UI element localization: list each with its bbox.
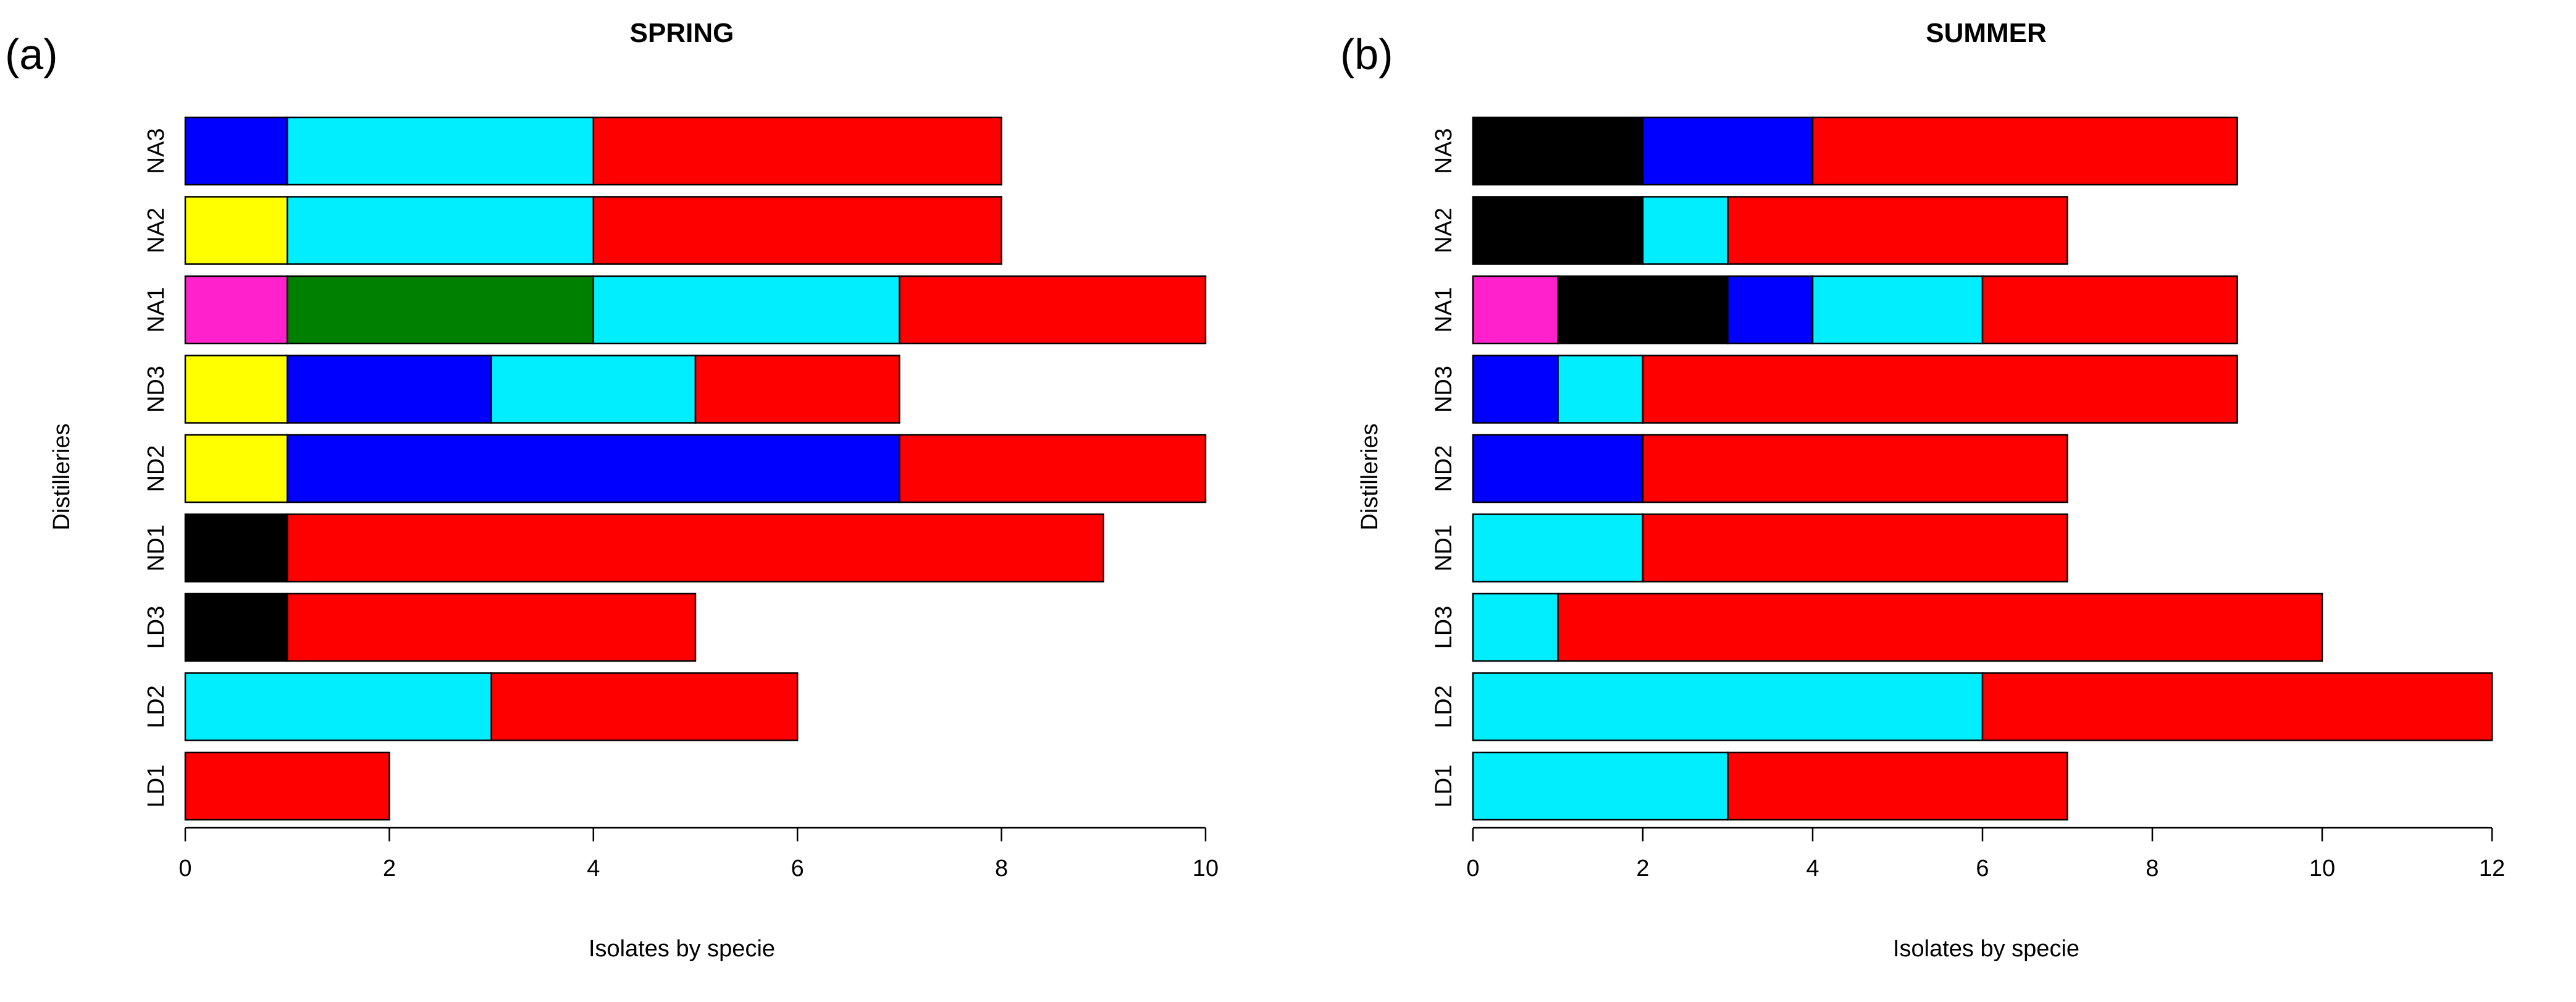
x-tick-label: 0 xyxy=(1466,856,1479,882)
bar-segment-na1-0 xyxy=(184,275,288,345)
panel-spring: (a) SPRING 0 2 4 6 8 10 LD1 LD2 LD3 ND1 ND2 ND3 NA1… xyxy=(5,18,1219,962)
chart-title-spring: SPRING xyxy=(630,18,734,48)
bar-segment-ld3-1 xyxy=(1557,592,2323,662)
bar-segment-ld3-0 xyxy=(184,592,288,662)
y-tick-label: LD2 xyxy=(1431,685,1457,728)
x-tick-label: 2 xyxy=(1636,856,1649,882)
x-axis-title-summer: Isolates by specie xyxy=(1893,936,2079,962)
y-axis-summer: LD1 LD2 LD3 ND1 ND2 ND3 NA1 NA2 NA3 xyxy=(1431,128,1457,808)
bar-segment-nd3-1 xyxy=(1557,355,1644,424)
chart-title-summer: SUMMER xyxy=(1926,18,2047,48)
panel-label-a: (a) xyxy=(5,30,58,78)
y-tick-label: NA3 xyxy=(1431,128,1457,174)
bar-segment-na2-0 xyxy=(1472,196,1644,265)
x-axis-summer: 0 2 4 6 8 10 12 xyxy=(1466,827,2505,882)
bar-segment-na1-0 xyxy=(1472,275,1559,345)
y-tick-label: ND2 xyxy=(1431,445,1457,492)
y-tick-label: NA3 xyxy=(143,128,169,174)
bar-segment-ld1-0 xyxy=(184,751,390,821)
bar-segment-na2-0 xyxy=(184,196,288,265)
bar-segment-na3-0 xyxy=(184,116,288,186)
bar-segment-nd1-0 xyxy=(1472,513,1644,583)
bar-segment-ld1-0 xyxy=(1472,751,1729,821)
y-tick-label: ND1 xyxy=(143,524,169,571)
bar-segment-na2-2 xyxy=(592,196,1002,265)
bar-segment-na1-4 xyxy=(1981,275,2238,345)
bar-segment-nd3-1 xyxy=(286,355,492,424)
x-tick-label: 4 xyxy=(587,856,600,882)
x-tick-label: 8 xyxy=(2146,856,2159,882)
bar-segment-ld1-1 xyxy=(1727,751,2068,821)
bar-segment-nd2-1 xyxy=(1642,434,2068,503)
bar-segment-na3-2 xyxy=(1811,116,2238,186)
x-tick-label: 2 xyxy=(383,856,396,882)
bar-segment-na1-2 xyxy=(1727,275,1814,345)
y-tick-label: ND3 xyxy=(143,366,169,413)
x-tick-label: 10 xyxy=(1193,856,1219,882)
x-tick-label: 12 xyxy=(2479,856,2505,882)
bar-segment-nd2-0 xyxy=(184,434,288,503)
y-tick-label: LD2 xyxy=(143,685,169,728)
y-tick-label: LD3 xyxy=(1431,606,1457,649)
y-axis-title-spring: Distilleries xyxy=(49,423,75,530)
y-tick-label: NA1 xyxy=(1431,287,1457,333)
x-axis-title-spring: Isolates by specie xyxy=(589,936,775,962)
bar-segment-ld2-0 xyxy=(184,672,492,741)
panel-summer: (b) SUMMER 0 2 4 6 8 10 12 LD1 LD2 LD3 ND1 ND2 ND3 N… xyxy=(1340,18,2505,962)
bar-segment-na1-2 xyxy=(592,275,900,345)
bars-summer xyxy=(1472,116,2493,821)
bar-segment-na2-2 xyxy=(1727,196,2068,265)
bar-segment-ld3-0 xyxy=(1472,592,1559,662)
bar-segment-ld2-1 xyxy=(1981,672,2493,741)
x-axis-spring: 0 2 4 6 8 10 xyxy=(178,827,1219,882)
bar-segment-na3-1 xyxy=(286,116,595,186)
bar-segment-nd3-2 xyxy=(1642,355,2238,424)
x-tick-label: 10 xyxy=(2309,856,2335,882)
y-tick-label: LD3 xyxy=(143,606,169,649)
bar-segment-nd1-0 xyxy=(184,513,288,583)
x-tick-label: 8 xyxy=(995,856,1008,882)
x-tick-label: 6 xyxy=(1976,856,1989,882)
bar-segment-nd3-2 xyxy=(490,355,697,424)
y-tick-label: NA1 xyxy=(143,287,169,333)
bar-segment-nd2-1 xyxy=(286,434,900,503)
y-tick-label: ND2 xyxy=(143,445,169,492)
bar-segment-na1-3 xyxy=(1811,275,1984,345)
bar-segment-nd3-3 xyxy=(694,355,900,424)
bar-segment-ld3-1 xyxy=(286,592,697,662)
bar-segment-nd3-0 xyxy=(184,355,288,424)
y-axis-spring: LD1 LD2 LD3 ND1 ND2 ND3 NA1 NA2 NA3 xyxy=(143,128,169,808)
y-tick-label: LD1 xyxy=(1431,765,1457,808)
bar-segment-na2-1 xyxy=(1642,196,1729,265)
bar-segment-na1-3 xyxy=(899,275,1207,345)
bar-segment-na3-1 xyxy=(1642,116,1814,186)
y-tick-label: ND3 xyxy=(1431,366,1457,413)
bar-segment-nd2-2 xyxy=(899,434,1207,503)
bar-segment-ld2-1 xyxy=(490,672,799,741)
y-tick-label: NA2 xyxy=(143,208,169,253)
bar-segment-na1-1 xyxy=(1557,275,1729,345)
bar-segment-na1-1 xyxy=(286,275,595,345)
bar-segment-nd1-1 xyxy=(1642,513,2068,583)
y-tick-label: ND1 xyxy=(1431,524,1457,571)
x-tick-label: 0 xyxy=(178,856,191,882)
bar-segment-ld2-0 xyxy=(1472,672,1984,741)
bar-segment-nd1-1 xyxy=(286,513,1105,583)
bar-segment-nd2-0 xyxy=(1472,434,1644,503)
bars-spring xyxy=(184,116,1207,821)
bar-segment-na2-1 xyxy=(286,196,595,265)
bar-segment-na3-2 xyxy=(592,116,1002,186)
y-tick-label: NA2 xyxy=(1431,208,1457,253)
x-tick-label: 6 xyxy=(791,856,804,882)
x-tick-label: 4 xyxy=(1806,856,1819,882)
bar-segment-na3-0 xyxy=(1472,116,1644,186)
bar-segment-nd3-0 xyxy=(1472,355,1559,424)
y-axis-title-summer: Distilleries xyxy=(1357,423,1383,530)
panel-label-b: (b) xyxy=(1340,30,1393,78)
y-tick-label: LD1 xyxy=(143,765,169,808)
